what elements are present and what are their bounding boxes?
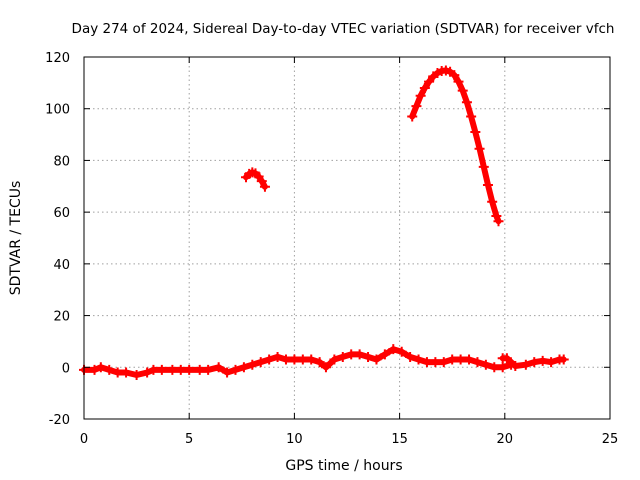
data-point bbox=[421, 357, 432, 368]
data-point bbox=[411, 101, 422, 112]
data-point bbox=[131, 370, 142, 381]
data-point bbox=[447, 354, 458, 365]
y-tick-label: 0 bbox=[62, 361, 70, 376]
data-point bbox=[413, 354, 424, 365]
chart-title: Day 274 of 2024, Sidereal Day-to-day VTE… bbox=[72, 21, 615, 37]
data-point bbox=[363, 351, 374, 362]
data-point bbox=[346, 349, 357, 360]
x-tick-label: 5 bbox=[185, 432, 193, 447]
data-point bbox=[472, 357, 483, 368]
x-tick-label: 0 bbox=[80, 432, 88, 447]
data-point bbox=[184, 364, 195, 375]
data-point bbox=[280, 354, 291, 365]
data-point bbox=[558, 354, 569, 365]
y-tick-label: 100 bbox=[45, 103, 70, 118]
y-tick-label: -20 bbox=[49, 413, 70, 428]
data-point bbox=[407, 111, 418, 122]
data-point bbox=[520, 359, 531, 370]
data-point bbox=[167, 364, 178, 375]
data-point bbox=[203, 364, 214, 375]
data-point bbox=[415, 90, 426, 101]
plot-frame bbox=[83, 56, 611, 420]
y-tick-label: 80 bbox=[53, 154, 70, 169]
series-line-arc-2 bbox=[409, 67, 502, 225]
data-point bbox=[175, 364, 186, 375]
data-point bbox=[194, 364, 205, 375]
x-tick-label: 10 bbox=[286, 432, 303, 447]
data-point bbox=[95, 362, 106, 373]
data-point bbox=[438, 357, 449, 368]
data-point bbox=[238, 362, 249, 373]
data-point bbox=[449, 70, 460, 81]
data-point bbox=[466, 111, 477, 122]
data-point bbox=[487, 196, 498, 207]
data-point bbox=[453, 76, 464, 87]
data-point bbox=[489, 362, 500, 373]
data-point bbox=[329, 354, 340, 365]
data-point bbox=[537, 355, 548, 366]
data-point bbox=[371, 354, 382, 365]
data-point bbox=[388, 344, 399, 355]
data-point bbox=[259, 181, 270, 192]
data-point bbox=[297, 354, 308, 365]
x-tick-label: 20 bbox=[497, 432, 514, 447]
y-tick-label: 40 bbox=[53, 258, 70, 273]
data-point bbox=[396, 346, 407, 357]
data-point bbox=[457, 85, 468, 96]
data-point bbox=[405, 351, 416, 362]
data-point bbox=[478, 161, 489, 172]
data-point bbox=[156, 364, 167, 375]
data-point bbox=[501, 353, 512, 364]
y-tick-label: 20 bbox=[53, 310, 70, 325]
data-point bbox=[546, 357, 557, 368]
axis-tick-labels: 0 5 10 15 20 25 -20 0 20 40 60 80 100 120 bbox=[45, 51, 618, 447]
y-tick-label: 60 bbox=[53, 206, 70, 221]
data-point bbox=[264, 354, 275, 365]
data-point bbox=[142, 367, 153, 378]
data-point bbox=[482, 179, 493, 190]
data-point bbox=[491, 211, 502, 222]
data-point bbox=[230, 364, 241, 375]
data-point bbox=[256, 176, 267, 187]
data-point bbox=[148, 364, 159, 375]
data-point bbox=[493, 216, 504, 227]
data-point bbox=[430, 357, 441, 368]
data-point bbox=[112, 367, 123, 378]
y-axis-title: SDTVAR / TECUs bbox=[8, 181, 24, 296]
y-tick-label: 120 bbox=[45, 51, 70, 66]
data-point bbox=[289, 354, 300, 365]
x-tick-label: 15 bbox=[391, 432, 408, 447]
data-point bbox=[464, 354, 475, 365]
data-point bbox=[529, 357, 540, 368]
data-point bbox=[306, 354, 317, 365]
data-point bbox=[497, 362, 508, 373]
data-point bbox=[213, 362, 224, 373]
data-point bbox=[272, 351, 283, 362]
data-point bbox=[474, 143, 485, 154]
data-point bbox=[354, 349, 365, 360]
data-point bbox=[255, 357, 266, 368]
data-point bbox=[320, 362, 331, 373]
axis-ticks bbox=[83, 56, 611, 420]
x-axis-title: GPS time / hours bbox=[285, 458, 402, 474]
data-point bbox=[337, 351, 348, 362]
data-point bbox=[510, 360, 521, 371]
data-point bbox=[379, 349, 390, 360]
data-point bbox=[314, 357, 325, 368]
data-point bbox=[104, 364, 115, 375]
data-point bbox=[121, 367, 132, 378]
data-point bbox=[461, 97, 472, 108]
data-point bbox=[480, 359, 491, 370]
data-point bbox=[419, 83, 430, 94]
data-series bbox=[79, 65, 569, 381]
data-point bbox=[247, 359, 258, 370]
data-point bbox=[470, 126, 481, 137]
x-tick-label: 25 bbox=[602, 432, 619, 447]
data-point bbox=[222, 367, 233, 378]
data-point bbox=[89, 364, 100, 375]
data-point bbox=[455, 354, 466, 365]
data-point bbox=[424, 76, 435, 87]
